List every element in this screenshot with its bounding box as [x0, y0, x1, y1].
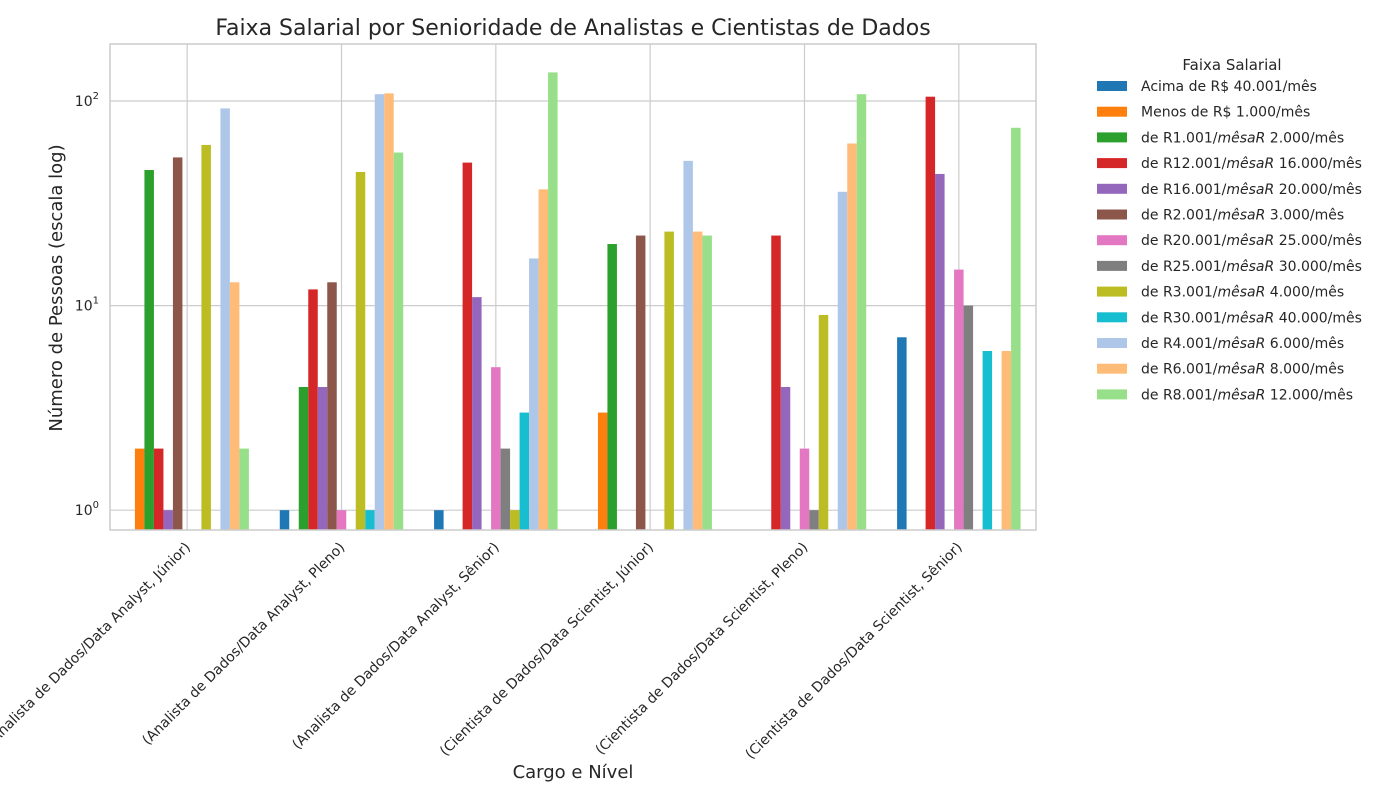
bar	[702, 235, 712, 531]
bar	[664, 231, 674, 530]
bar	[365, 510, 375, 530]
bar	[809, 510, 819, 530]
bar	[799, 448, 810, 530]
y-tick-label: 102	[75, 91, 99, 110]
legend-title: Faixa Salarial	[1182, 56, 1281, 74]
bar	[963, 305, 974, 530]
legend-swatch	[1097, 209, 1127, 220]
legend-swatch	[1097, 183, 1127, 194]
legend-swatch	[1097, 260, 1127, 271]
bar	[818, 314, 829, 530]
chart-title: Faixa Salarial por Senioridade de Analis…	[215, 16, 930, 41]
bar	[510, 510, 520, 530]
y-axis-label: Número de Pessoas (escala log)	[46, 144, 67, 431]
bar	[982, 350, 993, 530]
bar	[1011, 127, 1021, 530]
legend-swatch	[1097, 132, 1127, 143]
bar	[239, 448, 249, 530]
bar	[229, 282, 240, 530]
bar	[837, 191, 848, 531]
legend-swatch	[1097, 389, 1127, 400]
legend-swatch	[1097, 338, 1127, 348]
bar	[856, 94, 867, 530]
bar	[298, 387, 309, 530]
bar	[635, 235, 646, 531]
legend-swatch	[1097, 158, 1127, 169]
legend-entry: de R8.001/mêsaR 12.000/mês	[1141, 387, 1353, 403]
bar	[692, 231, 703, 530]
bar	[500, 448, 511, 530]
legend-swatch	[1097, 363, 1127, 374]
legend-swatch	[1097, 312, 1127, 323]
legend: Faixa Salarial Acima de R$ 40.001/mês Men…	[1097, 56, 1362, 403]
bar	[780, 387, 791, 530]
bar	[434, 510, 444, 530]
legend-swatch	[1097, 106, 1127, 117]
bar	[317, 387, 328, 530]
bar	[163, 510, 173, 530]
bar	[897, 337, 907, 530]
bar	[548, 72, 558, 530]
legend-entry: de R25.001/mêsaR 30.000/mês	[1141, 259, 1362, 275]
bar	[519, 412, 530, 530]
bar	[491, 367, 501, 530]
bar	[153, 448, 164, 530]
bar	[355, 171, 366, 530]
bar	[935, 173, 945, 530]
legend-entry: de R2.001/mêsaR 3.000/mês	[1141, 208, 1344, 224]
bar	[172, 157, 183, 530]
bar	[925, 96, 936, 530]
legend-entry: de R4.001/mêsaR 6.000/mês	[1141, 336, 1344, 352]
bar	[220, 108, 230, 531]
bar	[529, 258, 539, 530]
legend-entry: de R6.001/mêsaR 8.000/mês	[1141, 362, 1344, 378]
bar	[771, 235, 781, 531]
plot-border	[109, 43, 1037, 531]
bar	[374, 94, 385, 530]
legend-entry: de R16.001/mêsaR 20.000/mês	[1141, 182, 1362, 198]
legend-swatch	[1097, 235, 1127, 246]
bar	[683, 160, 693, 530]
bar	[1001, 350, 1012, 530]
bar	[336, 510, 347, 530]
legend-entry: de R30.001/mêsaR 40.000/mês	[1141, 310, 1362, 326]
bar	[327, 282, 337, 530]
x-axis-label: Cargo e Nível	[513, 762, 634, 783]
bar	[847, 143, 857, 530]
legend-entry: de R3.001/mêsaR 4.000/mês	[1141, 285, 1344, 301]
legend-entry: Acima de R$ 40.001/mês	[1141, 79, 1317, 95]
bar	[538, 189, 549, 531]
legend-swatch	[1097, 81, 1127, 91]
bar	[279, 510, 290, 530]
bar	[472, 297, 482, 530]
bar	[384, 93, 394, 531]
bar	[597, 412, 608, 530]
y-tick-label: 100	[75, 500, 99, 519]
legend-entry: de R20.001/mêsaR 25.000/mês	[1141, 233, 1362, 249]
legend-swatch	[1097, 286, 1127, 297]
bar	[462, 162, 473, 531]
bar	[308, 289, 318, 530]
bar	[144, 170, 154, 530]
bar	[393, 152, 404, 531]
bar	[134, 448, 145, 530]
y-tick-label: 101	[75, 296, 99, 315]
legend-entry: de R12.001/mêsaR 16.000/mês	[1141, 156, 1362, 172]
legend-entry: de R1.001/mêsaR 2.000/mês	[1141, 130, 1344, 146]
bar	[201, 144, 211, 530]
legend-entry: Menos de R$ 1.000/mês	[1141, 105, 1310, 121]
bar	[954, 269, 964, 530]
bar	[607, 244, 617, 530]
